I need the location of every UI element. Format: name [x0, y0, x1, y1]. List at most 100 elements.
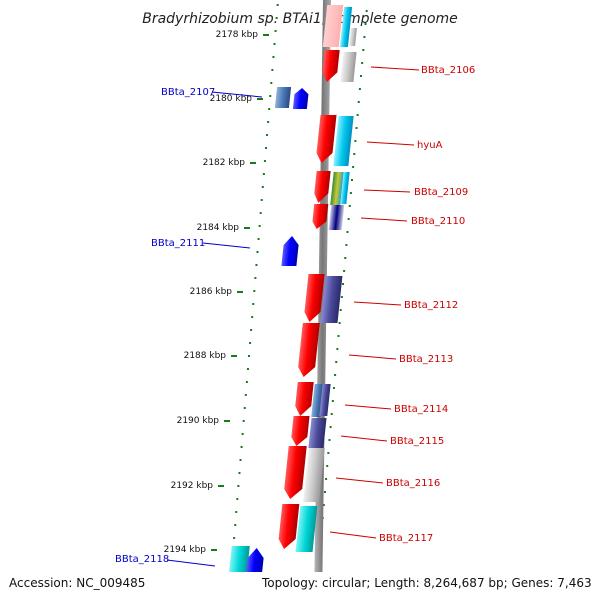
kbp-tick-mark — [263, 34, 269, 36]
gene-feature — [303, 448, 325, 502]
gene-feature — [308, 418, 327, 448]
kbp-tick-label: 2188 kbp — [184, 351, 227, 361]
gene-feature — [292, 88, 309, 109]
track-dot — [352, 166, 355, 168]
track-dot — [348, 205, 351, 207]
kbp-tick-label: 2180 kbp — [210, 94, 253, 104]
gene-label-hyua[interactable]: hyuA — [417, 140, 443, 151]
kbp-tick-label: 2186 kbp — [190, 287, 233, 297]
track-dot — [260, 199, 263, 201]
track-dot — [341, 283, 344, 285]
gene-leader-line — [363, 189, 411, 193]
kbp-tick-mark — [237, 291, 243, 293]
kbp-tick-label: 2178 kbp — [216, 30, 259, 40]
gene-label-bbta-2118[interactable]: BBta_2118 — [115, 554, 169, 565]
gene-label-bbta-2107[interactable]: BBta_2107 — [161, 87, 215, 98]
gene-leader-line — [335, 477, 384, 484]
track-dot — [340, 296, 343, 298]
track-dot — [335, 361, 338, 363]
gene-feature — [322, 50, 340, 82]
track-dot — [274, 30, 277, 32]
track-dot — [363, 36, 366, 38]
track-dot — [332, 387, 335, 389]
gene-leader-line — [211, 91, 263, 98]
gene-leader-line — [166, 559, 216, 567]
gene-feature — [349, 28, 357, 46]
track-dot — [327, 452, 330, 454]
gene-label-bbta-2110[interactable]: BBta_2110 — [411, 216, 465, 227]
track-dot — [328, 439, 331, 441]
track-dot — [238, 472, 241, 474]
track-dot — [248, 355, 251, 357]
gene-label-bbta-2111[interactable]: BBta_2111 — [151, 238, 205, 249]
gene-leader-line — [340, 435, 388, 442]
track-dot — [322, 504, 325, 506]
track-dot — [356, 114, 359, 116]
track-dot — [259, 212, 262, 214]
gene-feature — [340, 52, 357, 82]
track-dot — [334, 374, 337, 376]
gene-feature — [284, 446, 307, 499]
gene-label-bbta-2109[interactable]: BBta_2109 — [414, 187, 468, 198]
gene-feature — [295, 382, 314, 416]
track-dot — [250, 329, 253, 331]
track-dot — [269, 95, 272, 97]
track-dot — [360, 75, 363, 77]
track-dot — [233, 537, 236, 539]
track-dot — [268, 108, 271, 110]
track-dot — [331, 400, 334, 402]
kbp-tick-label: 2194 kbp — [164, 545, 207, 555]
track-dot — [249, 342, 252, 344]
track-dot — [256, 251, 259, 253]
gene-label-bbta-2117[interactable]: BBta_2117 — [379, 533, 433, 544]
gene-label-bbta-2106[interactable]: BBta_2106 — [421, 65, 475, 76]
track-dot — [357, 101, 360, 103]
track-dot — [252, 303, 255, 305]
gene-feature — [328, 205, 345, 230]
gene-label-bbta-2112[interactable]: BBta_2112 — [404, 300, 458, 311]
track-dot — [251, 316, 254, 318]
gene-leader-line — [202, 242, 251, 249]
track-dot — [355, 127, 358, 129]
track-dot — [245, 381, 248, 383]
kbp-tick-label: 2190 kbp — [177, 416, 220, 426]
track-dot — [343, 270, 346, 272]
track-dot — [325, 478, 328, 480]
track-dot — [241, 433, 244, 435]
gene-feature — [333, 116, 354, 166]
track-dot — [262, 173, 265, 175]
track-dot — [362, 49, 365, 51]
gene-label-bbta-2116[interactable]: BBta_2116 — [386, 478, 440, 489]
track-dot — [261, 186, 264, 188]
gene-label-bbta-2114[interactable]: BBta_2114 — [394, 404, 448, 415]
track-dot — [273, 43, 276, 45]
track-dot — [344, 257, 347, 259]
gene-label-bbta-2115[interactable]: BBta_2115 — [390, 436, 444, 447]
track-dot — [272, 56, 275, 58]
gene-feature — [278, 504, 300, 549]
kbp-tick-label: 2192 kbp — [171, 481, 214, 491]
gene-leader-line — [329, 531, 377, 539]
track-dot — [330, 413, 333, 415]
gene-feature — [304, 274, 325, 322]
track-dot — [337, 335, 340, 337]
gene-feature — [281, 236, 299, 266]
gene-leader-line — [353, 301, 402, 306]
gene-feature — [330, 172, 344, 205]
kbp-tick-mark — [218, 485, 224, 487]
kbp-tick-mark — [231, 355, 237, 357]
gene-feature — [340, 172, 350, 204]
track-dot — [354, 140, 357, 142]
gene-feature — [320, 276, 343, 323]
gene-label-bbta-2113[interactable]: BBta_2113 — [399, 354, 453, 365]
track-dot — [264, 147, 267, 149]
track-dot — [351, 179, 354, 181]
track-dot — [276, 4, 279, 6]
track-dot — [338, 322, 341, 324]
track-dot — [329, 426, 332, 428]
kbp-tick-label: 2182 kbp — [203, 158, 246, 168]
track-dot — [255, 264, 258, 266]
track-dot — [326, 465, 329, 467]
gene-feature — [339, 7, 353, 47]
